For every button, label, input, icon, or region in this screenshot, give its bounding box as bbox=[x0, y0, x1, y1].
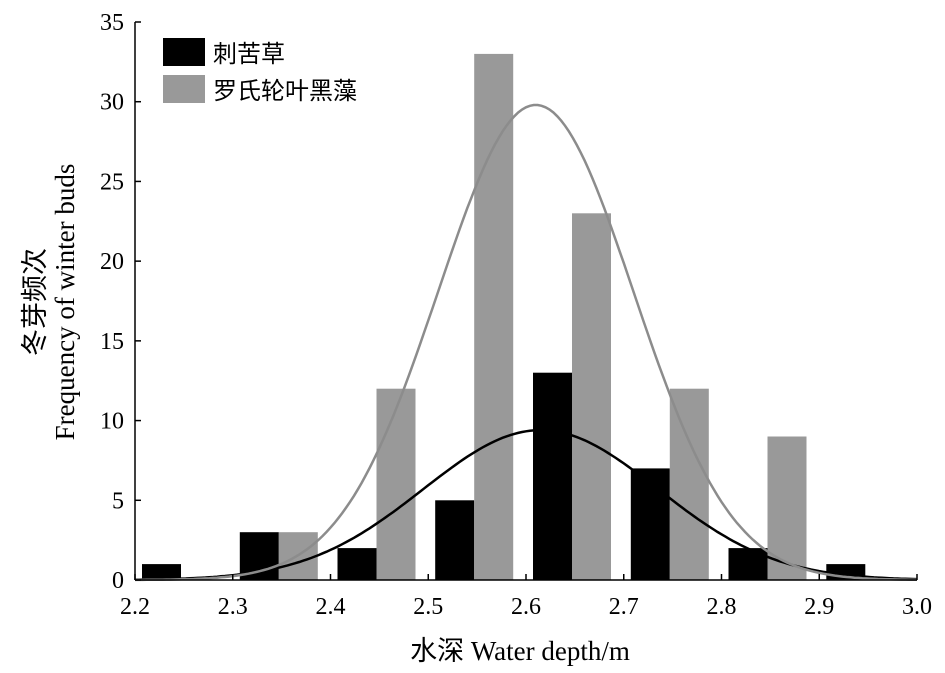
x-axis-title: 水深 Water depth/m bbox=[410, 636, 630, 666]
y-axis-title-chinese: 冬芽频次 bbox=[20, 248, 50, 356]
y-axis-title-english: Frequency of winter buds bbox=[50, 164, 80, 441]
bar-series-1-2.85 bbox=[728, 548, 768, 580]
y-tick-label-0: 0 bbox=[112, 568, 124, 594]
y-tick-label-10: 10 bbox=[100, 409, 124, 435]
legend-label-series-1: 刺苦草 bbox=[213, 40, 285, 68]
x-tick-label-2.8: 2.8 bbox=[707, 594, 737, 620]
x-tick-label-2.6: 2.6 bbox=[511, 594, 541, 620]
legend-swatch-series-1 bbox=[163, 38, 205, 66]
x-tick-label-2.4: 2.4 bbox=[316, 594, 346, 620]
bars-layer bbox=[142, 53, 866, 581]
x-tick-label-2.5: 2.5 bbox=[413, 594, 443, 620]
x-tick-label-2.9: 2.9 bbox=[804, 594, 834, 620]
bar-series-2-2.55 bbox=[474, 53, 514, 580]
x-tick-label-3.0: 3.0 bbox=[902, 594, 932, 620]
y-tick-label-25: 25 bbox=[100, 169, 124, 195]
bar-series-1-2.45 bbox=[337, 548, 377, 580]
y-tick-label-5: 5 bbox=[112, 488, 124, 514]
legend-swatch-series-2 bbox=[163, 75, 205, 103]
y-tick-label-30: 30 bbox=[100, 90, 124, 116]
bar-series-1-2.75 bbox=[630, 468, 670, 580]
bar-series-2-2.65 bbox=[572, 213, 611, 581]
y-tick-label-35: 35 bbox=[100, 10, 124, 36]
axes-layer: 2.2 2.3 2.4 2.5 2.6 2.7 2.8 2.9 3.0 0 5 10 15 20 25 30 3… bbox=[100, 10, 932, 620]
bar-series-2-2.45 bbox=[376, 388, 416, 580]
bar-series-1-2.65 bbox=[533, 372, 572, 580]
x-tick-label-2.2: 2.2 bbox=[120, 594, 150, 620]
x-tick-label-2.3: 2.3 bbox=[218, 594, 248, 620]
bar-series-1-2.25 bbox=[142, 564, 181, 580]
y-tick-label-20: 20 bbox=[100, 249, 124, 275]
legend-label-series-2: 罗氏轮叶黑藻 bbox=[213, 77, 357, 105]
bar-series-1-2.55 bbox=[435, 500, 475, 580]
fit-curves-layer bbox=[135, 103, 918, 582]
y-tick-label-15: 15 bbox=[100, 329, 124, 355]
fit-curve-series-2 bbox=[135, 103, 918, 582]
x-tick-label-2.7: 2.7 bbox=[609, 594, 639, 620]
legend: 刺苦草 罗氏轮叶黑藻 bbox=[163, 38, 357, 105]
bar-series-2-2.75 bbox=[669, 388, 709, 580]
